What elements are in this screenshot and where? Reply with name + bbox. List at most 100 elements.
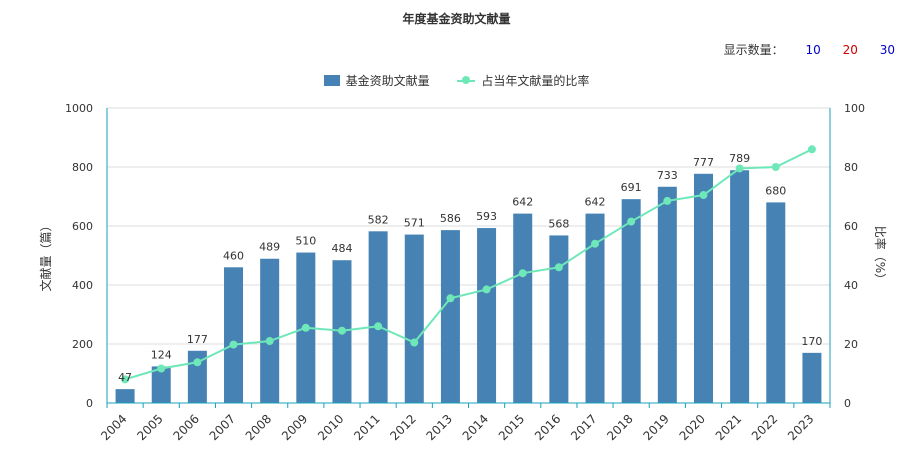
ratio-point[interactable] xyxy=(374,322,383,331)
ratio-point[interactable] xyxy=(301,323,310,332)
y-left-tick-label: 0 xyxy=(86,397,93,410)
ratio-point[interactable] xyxy=(446,294,455,303)
x-tick-label: 2015 xyxy=(496,412,527,443)
bar-value-label: 489 xyxy=(259,241,280,254)
x-tick-label: 2018 xyxy=(604,412,635,443)
show-count-option-30[interactable]: 30 xyxy=(879,43,895,57)
x-tick-label: 2010 xyxy=(315,412,346,443)
bar[interactable] xyxy=(621,199,641,403)
bar-value-label: 124 xyxy=(151,348,172,361)
bar-value-label: 593 xyxy=(476,210,497,223)
x-tick-label: 2019 xyxy=(640,412,671,443)
bar[interactable] xyxy=(513,213,533,403)
y-left-tick-label: 400 xyxy=(72,279,93,292)
x-tick-label: 2004 xyxy=(98,412,129,443)
ratio-point[interactable] xyxy=(410,338,419,347)
bar[interactable] xyxy=(260,258,280,403)
x-tick-label: 2023 xyxy=(785,412,816,443)
x-tick-label: 2007 xyxy=(207,412,238,443)
y-right-tick-label: 80 xyxy=(844,161,858,174)
x-tick-label: 2016 xyxy=(532,412,563,443)
x-tick-label: 2011 xyxy=(351,412,382,443)
x-tick-label: 2022 xyxy=(749,412,780,443)
bar-value-label: 691 xyxy=(621,181,642,194)
y-right-tick-label: 100 xyxy=(844,102,865,115)
bar-value-label: 777 xyxy=(693,156,714,169)
ratio-point[interactable] xyxy=(157,364,166,373)
legend-line-label: 占当年文献量的比率 xyxy=(481,74,590,88)
legend-bar-swatch xyxy=(323,75,340,86)
bar[interactable] xyxy=(224,267,244,403)
chart-legend: 基金资助文献量 占当年文献量的比率 xyxy=(0,72,913,89)
ratio-point[interactable] xyxy=(663,196,672,205)
y-right-tick-label: 0 xyxy=(844,397,851,410)
bar[interactable] xyxy=(368,231,388,403)
ratio-point[interactable] xyxy=(337,326,346,335)
bar-value-label: 733 xyxy=(657,169,678,182)
bar-value-label: 460 xyxy=(223,249,244,262)
x-tick-label: 2014 xyxy=(460,412,491,443)
bar-value-label: 47 xyxy=(118,371,132,384)
x-tick-label: 2006 xyxy=(170,412,201,443)
y-axis-right-title: 比率（%） xyxy=(873,226,888,285)
bar-value-label: 177 xyxy=(187,333,208,346)
ratio-point[interactable] xyxy=(121,375,130,384)
bar-value-label: 484 xyxy=(331,242,352,255)
bar[interactable] xyxy=(730,170,750,403)
legend-line-swatch xyxy=(457,75,476,86)
legend-item-line-series[interactable]: 占当年文献量的比率 xyxy=(457,72,589,89)
ratio-point[interactable] xyxy=(265,337,274,346)
bar-value-label: 170 xyxy=(801,335,822,348)
bar[interactable] xyxy=(585,213,605,403)
bar[interactable] xyxy=(802,352,822,403)
chart-title: 年度基金资助文献量 xyxy=(402,12,511,26)
ratio-point[interactable] xyxy=(591,239,600,248)
ratio-point[interactable] xyxy=(518,269,527,278)
x-tick-label: 2005 xyxy=(134,412,165,443)
ratio-point[interactable] xyxy=(193,358,202,367)
bar-series xyxy=(115,170,822,403)
bar-value-label: 642 xyxy=(585,196,606,209)
y-right-tick-label: 40 xyxy=(844,279,858,292)
bar[interactable] xyxy=(657,186,677,403)
ratio-point[interactable] xyxy=(699,191,708,200)
bar[interactable] xyxy=(404,234,424,403)
bar-value-label: 510 xyxy=(295,235,316,248)
y-left-tick-label: 1000 xyxy=(65,102,93,115)
ratio-point[interactable] xyxy=(554,263,563,272)
bar[interactable] xyxy=(115,389,135,403)
legend-item-bar-series[interactable]: 基金资助文献量 xyxy=(323,72,430,89)
show-count-option-10[interactable]: 10 xyxy=(805,43,821,57)
bar[interactable] xyxy=(440,230,460,403)
y-left-tick-label: 800 xyxy=(72,161,93,174)
show-count-label: 显示数量： xyxy=(723,43,784,57)
x-tick-label: 2017 xyxy=(568,412,599,443)
bar[interactable] xyxy=(151,366,171,403)
bar-value-label: 568 xyxy=(548,217,569,230)
ratio-point[interactable] xyxy=(482,285,491,294)
ratio-point[interactable] xyxy=(735,164,744,173)
ratio-point[interactable] xyxy=(229,340,238,349)
bar-value-label: 789 xyxy=(729,152,750,165)
y-right-tick-label: 20 xyxy=(844,338,858,351)
bar[interactable] xyxy=(693,173,713,403)
bar[interactable] xyxy=(477,228,497,403)
ratio-point[interactable] xyxy=(627,217,636,226)
bar[interactable] xyxy=(549,235,569,403)
bar[interactable] xyxy=(766,202,786,403)
y-left-tick-label: 600 xyxy=(72,220,93,233)
bar-value-label: 582 xyxy=(368,213,389,226)
ratio-line xyxy=(124,148,813,381)
data-labels: 47 124 177 460 489 510 484 582 571 586 593 642 568 64… xyxy=(118,152,822,384)
show-count-option-20[interactable]: 20 xyxy=(842,43,858,57)
gridlines xyxy=(107,107,830,345)
ratio-point[interactable] xyxy=(771,163,780,171)
x-tick-label: 2020 xyxy=(677,412,708,443)
y-left-tick-label: 200 xyxy=(72,338,93,351)
x-tick-label: 2021 xyxy=(713,412,744,443)
show-count-control: 显示数量： 10 20 30 xyxy=(724,41,895,58)
x-tick-label: 2009 xyxy=(279,412,310,443)
bar-value-label: 571 xyxy=(404,217,425,230)
ratio-point[interactable] xyxy=(807,145,816,154)
legend-bar-label: 基金资助文献量 xyxy=(345,74,430,88)
